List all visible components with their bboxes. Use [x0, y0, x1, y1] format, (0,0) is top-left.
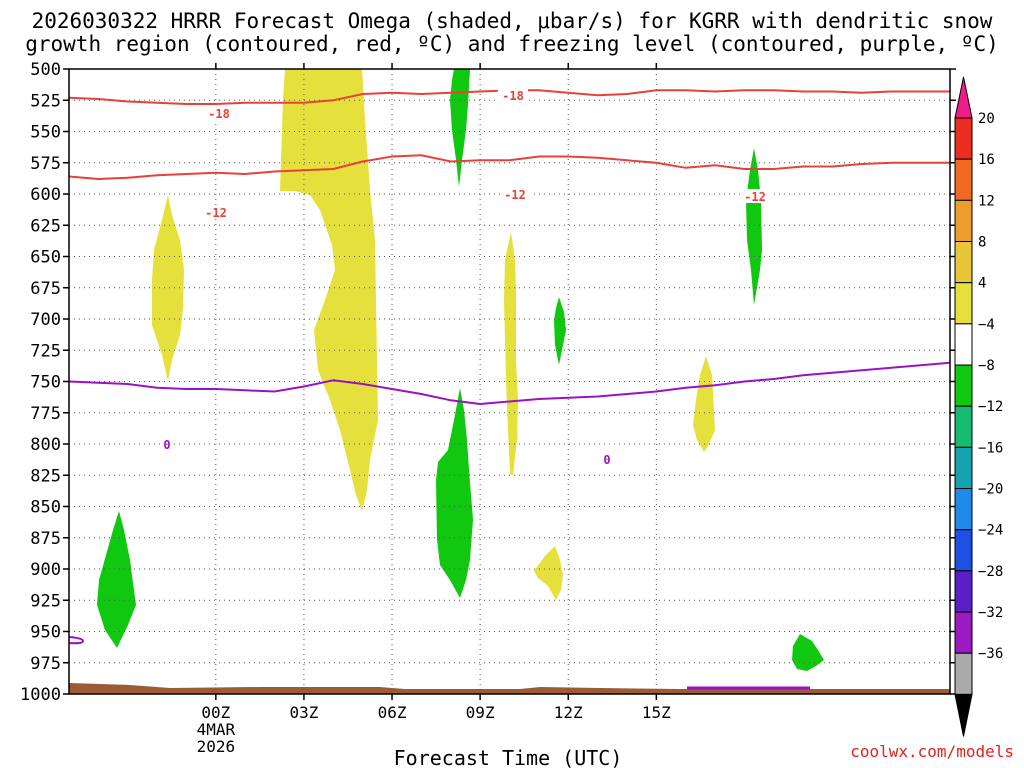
y-tick-label: 725 [30, 341, 61, 361]
y-tick-label: 775 [30, 404, 61, 424]
omega-positive-region-08z [534, 546, 563, 600]
contour-series-2 [68, 361, 951, 406]
x-tick-label: 15Z [642, 703, 671, 722]
contour-label-zero-b: 0 [603, 453, 610, 467]
omega-positive-region-main [280, 69, 378, 511]
contour-label-minus12-a: -12 [205, 206, 227, 220]
colorbar-label: 8 [978, 235, 986, 251]
colorbar-box [954, 117, 973, 160]
chart-title-line1: 2026030322 HRRR Forecast Omega (shaded, … [32, 9, 993, 33]
colorbar-box [954, 364, 973, 407]
x-tick-sublabel-date: 4MAR [197, 720, 236, 739]
credit-text: coolwx.com/models [850, 742, 1014, 761]
surface-terrain [69, 683, 950, 694]
colorbar: 20 16 12 8 4 −4 −8 −12 −16 −20 −24 −28 −32 −36 [954, 76, 1003, 737]
colorbar-label: −24 [978, 523, 1003, 539]
colorbar-label: 4 [978, 276, 986, 292]
y-tick-label: 675 [30, 279, 61, 299]
freezing-level-small-contour [68, 636, 85, 645]
contour-label-minus18-a: -18 [208, 107, 230, 121]
x-tick-label: 00Z [201, 703, 230, 722]
y-tick-label: 950 [30, 623, 61, 643]
colorbar-label: −36 [978, 646, 1003, 662]
colorbar-label: −12 [978, 399, 1003, 415]
omega-negative-region-low-level [97, 511, 136, 648]
colorbar-top-triangle [954, 76, 973, 119]
colorbar-box [954, 652, 973, 695]
colorbar-box [954, 446, 973, 490]
contour-labels: -18 -18 -12 -12 -12 0 0 [160, 88, 770, 467]
grid-lines [69, 68, 950, 695]
y-tick-label: 925 [30, 591, 61, 611]
omega-positive-region-11z [693, 356, 715, 452]
y-tick-label: 1000 [20, 685, 61, 705]
colorbar-box [954, 199, 973, 243]
colorbar-box [954, 241, 973, 284]
y-tick-label: 850 [30, 498, 61, 518]
contour-label-minus12-c: -12 [744, 190, 766, 204]
omega-negative-region-06z-lower [436, 388, 473, 598]
contour-series-1 [68, 154, 950, 181]
colorbar-label: 20 [978, 111, 995, 127]
plot-area [69, 69, 950, 694]
y-tick-label: 825 [30, 466, 61, 486]
contour-label-zero-a: 0 [163, 438, 170, 452]
omega-negative-region-12z [746, 148, 762, 305]
colorbar-label: 12 [978, 193, 995, 209]
colorbar-label: −16 [978, 440, 1003, 456]
y-tick-label: 700 [30, 310, 61, 330]
y-tick-label: 525 [30, 91, 61, 111]
x-tick-label: 12Z [554, 703, 583, 722]
colorbar-label: −32 [978, 605, 1003, 621]
colorbar-box [954, 282, 973, 325]
x-axis-label: Forecast Time (UTC) [394, 746, 623, 768]
x-tick-label: 06Z [378, 703, 407, 722]
x-tick-sublabel-year: 2026 [197, 737, 236, 756]
y-tick-label: 575 [30, 154, 61, 174]
contour-label-minus12-b: -12 [504, 188, 526, 202]
y-tick-label: 800 [30, 435, 61, 455]
colorbar-label: −28 [978, 564, 1003, 580]
omega-negative-region-06z-upper [450, 69, 470, 187]
omega-negative-region-13z [792, 634, 824, 671]
colorbar-label: −20 [978, 482, 1003, 498]
contour-label-minus18-b: -18 [502, 89, 524, 103]
y-tick-label: 625 [30, 216, 61, 236]
colorbar-box [954, 323, 973, 366]
colorbar-box [954, 158, 973, 201]
y-tick-label: 650 [30, 248, 61, 268]
chart-title-line2: growth region (contoured, red, ºC) and f… [25, 32, 999, 56]
colorbar-label: 16 [978, 152, 995, 168]
colorbar-box [954, 405, 973, 448]
x-tick-label: 03Z [289, 703, 318, 722]
y-tick-label: 975 [30, 654, 61, 674]
y-axis: 500 525 550 575 600 625 650 675 700 725 750 775 800 8… [20, 60, 956, 705]
colorbar-box [954, 611, 973, 654]
y-tick-label: 600 [30, 185, 61, 205]
colorbar-bottom-triangle [954, 693, 973, 737]
colorbar-box [954, 570, 973, 613]
colorbar-label: −4 [978, 317, 995, 333]
colorbar-label: −8 [978, 358, 995, 374]
omega-negative-region-08z [554, 297, 566, 365]
colorbar-box [954, 488, 973, 531]
x-tick-label: 09Z [466, 703, 495, 722]
omega-positive-region-00z [152, 195, 184, 381]
y-tick-label: 875 [30, 529, 61, 549]
y-tick-label: 900 [30, 560, 61, 580]
omega-positive-region-07z [504, 232, 518, 475]
y-tick-label: 500 [30, 60, 61, 80]
colorbar-box [954, 529, 973, 572]
y-tick-label: 750 [30, 373, 61, 393]
y-tick-label: 550 [30, 123, 61, 143]
